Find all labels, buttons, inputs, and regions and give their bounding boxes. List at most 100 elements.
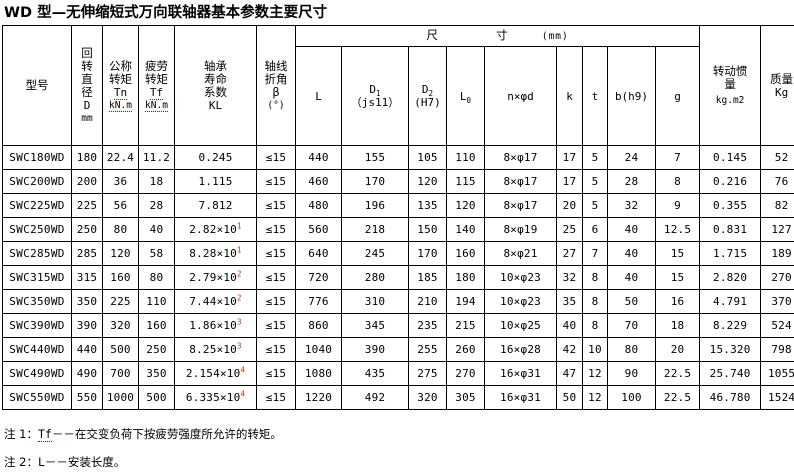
- kl-exponent: 3: [237, 341, 242, 350]
- cell-D2: 235: [409, 314, 447, 338]
- cell-beta: ≤15: [257, 338, 296, 362]
- cell-D2: 105: [409, 146, 447, 170]
- cell-t: 12: [583, 362, 608, 386]
- cell-g: 7: [656, 146, 700, 170]
- cell-model: SWC180WD: [3, 146, 72, 170]
- cell-L0: 120: [447, 194, 485, 218]
- kl-exponent: 4: [240, 389, 245, 398]
- col-header-rotating-diameter: 回 转 直 径 D mm: [72, 26, 103, 146]
- cell-L: 1220: [296, 386, 342, 410]
- kl-mantissa: 1.86×10: [189, 319, 237, 332]
- page-title: WD 型—无伸缩短式万向联轴器基本参数主要尺寸: [0, 0, 794, 25]
- cell-model: SWC200WD: [3, 170, 72, 194]
- col-header-bearing-life: 轴承 寿命 系数 KL: [175, 26, 257, 146]
- cell-D1: 390: [342, 338, 409, 362]
- cell-Tf: 58: [139, 242, 175, 266]
- cell-inertia: 0.145: [700, 146, 761, 170]
- cell-L: 440: [296, 146, 342, 170]
- kl-exponent: 1: [237, 245, 242, 254]
- cell-model: SWC225WD: [3, 194, 72, 218]
- cell-D: 180: [72, 146, 103, 170]
- kl-exponent: 3: [237, 317, 242, 326]
- cell-mass: 82: [761, 194, 794, 218]
- cell-L0: 215: [447, 314, 485, 338]
- cell-D: 390: [72, 314, 103, 338]
- cell-D2: 170: [409, 242, 447, 266]
- cell-mass: 1055: [761, 362, 794, 386]
- cell-inertia: 8.229: [700, 314, 761, 338]
- cell-b: 28: [608, 170, 656, 194]
- cell-KL: 8.25×103: [175, 338, 257, 362]
- cell-k: 50: [557, 386, 583, 410]
- kl-mantissa: 7.44×10: [189, 295, 237, 308]
- cell-model: SWC490WD: [3, 362, 72, 386]
- table-header: 型号 回 转 直 径 D mm 公称 转矩 Tn kN.m 疲劳 转矩 Tf k…: [3, 26, 794, 146]
- cell-D2: 120: [409, 170, 447, 194]
- cell-D1: 435: [342, 362, 409, 386]
- col-header-model: 型号: [3, 26, 72, 146]
- footnotes: 注 1：Tf－－在交变负荷下按疲劳强度所允许的转矩。 注 2：L－－安装长度。: [4, 420, 794, 476]
- cell-g: 18: [656, 314, 700, 338]
- cell-L0: 270: [447, 362, 485, 386]
- cell-inertia: 15.320: [700, 338, 761, 362]
- cell-t: 6: [583, 218, 608, 242]
- cell-inertia: 0.216: [700, 170, 761, 194]
- cell-t: 10: [583, 338, 608, 362]
- cell-inertia: 0.831: [700, 218, 761, 242]
- cell-D2: 135: [409, 194, 447, 218]
- cell-k: 35: [557, 290, 583, 314]
- cell-k: 20: [557, 194, 583, 218]
- cell-Tf: 350: [139, 362, 175, 386]
- cell-KL: 6.335×104: [175, 386, 257, 410]
- cell-D1: 170: [342, 170, 409, 194]
- kl-mantissa: 8.28×10: [189, 247, 237, 260]
- cell-mass: 524: [761, 314, 794, 338]
- cell-b: 24: [608, 146, 656, 170]
- cell-model: SWC550WD: [3, 386, 72, 410]
- cell-D2: 320: [409, 386, 447, 410]
- cell-Tn: 160: [103, 266, 139, 290]
- cell-D: 550: [72, 386, 103, 410]
- cell-L: 860: [296, 314, 342, 338]
- kl-mantissa: 7.812: [198, 199, 232, 212]
- footnote-1: 注 1：Tf－－在交变负荷下按疲劳强度所允许的转矩。: [4, 420, 794, 448]
- cell-g: 20: [656, 338, 700, 362]
- cell-mass: 189: [761, 242, 794, 266]
- cell-nphid: 16×φ28: [485, 338, 557, 362]
- cell-g: 16: [656, 290, 700, 314]
- cell-Tn: 500: [103, 338, 139, 362]
- cell-t: 8: [583, 290, 608, 314]
- cell-nphid: 10×φ25: [485, 314, 557, 338]
- cell-nphid: 16×φ31: [485, 386, 557, 410]
- cell-D: 225: [72, 194, 103, 218]
- cell-model: SWC285WD: [3, 242, 72, 266]
- cell-L: 776: [296, 290, 342, 314]
- specification-table: 型号 回 转 直 径 D mm 公称 转矩 Tn kN.m 疲劳 转矩 Tf k…: [2, 25, 794, 410]
- cell-KL: 2.154×104: [175, 362, 257, 386]
- cell-k: 32: [557, 266, 583, 290]
- kl-exponent: 1: [237, 221, 242, 230]
- cell-Tf: 40: [139, 218, 175, 242]
- cell-k: 27: [557, 242, 583, 266]
- cell-mass: 76: [761, 170, 794, 194]
- cell-t: 8: [583, 314, 608, 338]
- cell-D2: 185: [409, 266, 447, 290]
- col-header-axis-angle: 轴线 折角 β (°): [257, 26, 296, 146]
- cell-KL: 2.82×101: [175, 218, 257, 242]
- cell-L: 480: [296, 194, 342, 218]
- cell-b: 90: [608, 362, 656, 386]
- cell-D: 250: [72, 218, 103, 242]
- cell-model: SWC315WD: [3, 266, 72, 290]
- cell-D: 285: [72, 242, 103, 266]
- cell-g: 15: [656, 266, 700, 290]
- cell-D2: 150: [409, 218, 447, 242]
- cell-D: 315: [72, 266, 103, 290]
- cell-D: 440: [72, 338, 103, 362]
- cell-Tf: 28: [139, 194, 175, 218]
- kl-mantissa: 2.82×10: [189, 223, 237, 236]
